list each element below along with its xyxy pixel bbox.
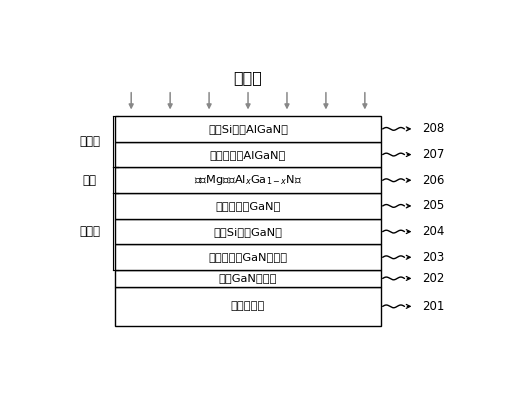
- Bar: [115, 245, 381, 270]
- Text: 施主Si掺杂AlGaN层: 施主Si掺杂AlGaN层: [208, 124, 288, 134]
- Bar: [115, 219, 381, 245]
- Bar: [115, 287, 381, 326]
- Text: 受主Mg掺杂Al$_x$Ga$_{1-x}$N层: 受主Mg掺杂Al$_x$Ga$_{1-x}$N层: [194, 173, 302, 187]
- Text: 208: 208: [422, 122, 445, 136]
- Text: 204: 204: [422, 225, 445, 238]
- Text: 207: 207: [422, 148, 445, 161]
- Bar: [115, 193, 381, 219]
- Text: 206: 206: [422, 174, 445, 187]
- Text: 201: 201: [422, 300, 445, 313]
- Bar: [115, 270, 381, 287]
- Bar: [115, 142, 381, 167]
- Bar: [115, 116, 381, 142]
- Text: 发射极: 发射极: [79, 135, 100, 148]
- Text: 集电极: 集电极: [79, 225, 100, 238]
- Text: 施主Si掺杂GaN层: 施主Si掺杂GaN层: [214, 227, 283, 237]
- Text: 蓝宝石衬底: 蓝宝石衬底: [231, 302, 265, 311]
- Text: 低温GaN成核层: 低温GaN成核层: [219, 273, 277, 284]
- Text: 非故意掺杂GaN过渡层: 非故意掺杂GaN过渡层: [208, 252, 288, 262]
- Text: 非故意掺杂GaN层: 非故意掺杂GaN层: [215, 201, 281, 211]
- Text: 203: 203: [422, 251, 445, 264]
- Text: 205: 205: [422, 199, 445, 213]
- Text: 202: 202: [422, 272, 445, 285]
- Bar: [115, 167, 381, 193]
- Text: 非故意掺杂AlGaN层: 非故意掺杂AlGaN层: [210, 150, 286, 160]
- Text: 基极: 基极: [83, 174, 97, 187]
- Text: 入射光: 入射光: [234, 70, 263, 85]
